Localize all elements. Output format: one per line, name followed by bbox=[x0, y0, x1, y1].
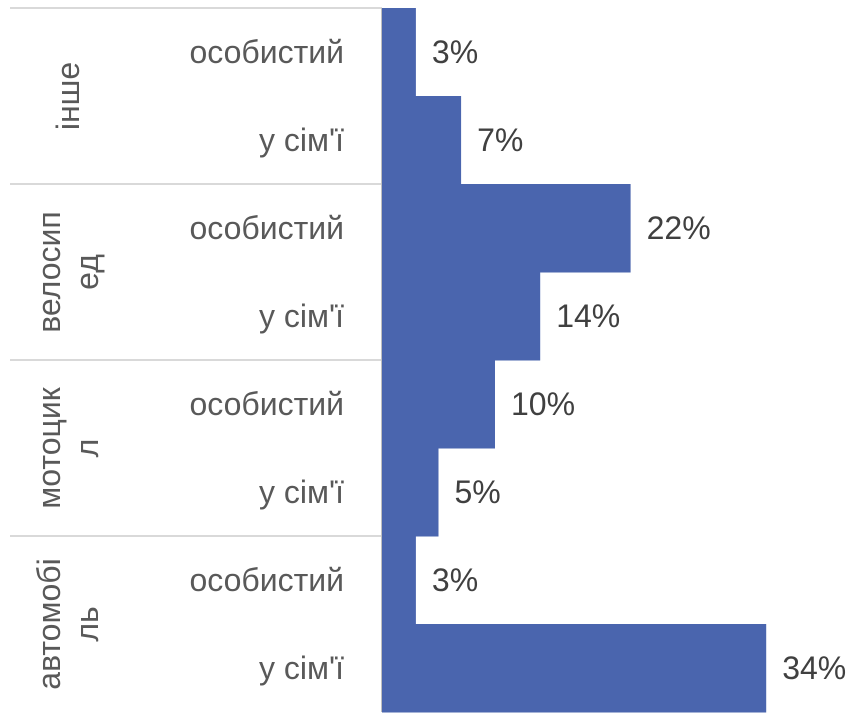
data-label: 34% bbox=[782, 650, 846, 686]
bar bbox=[382, 272, 541, 361]
bar bbox=[382, 448, 439, 537]
subcategory-label: особистий bbox=[189, 34, 344, 70]
data-label: 10% bbox=[511, 386, 575, 422]
bar bbox=[382, 8, 416, 97]
subcategory-label: особистий bbox=[189, 210, 344, 246]
group-label-line: велосип bbox=[31, 211, 67, 332]
group-labels: інше велосипед мотоцикл автомобіль bbox=[31, 62, 105, 690]
group-label-line: ль bbox=[69, 606, 105, 641]
bar bbox=[382, 624, 767, 713]
group-label-line: л bbox=[69, 439, 105, 458]
subcategory-label: у сім'ї bbox=[259, 650, 344, 686]
subcategory-label: у сім'ї bbox=[259, 474, 344, 510]
data-label: 3% bbox=[432, 562, 478, 598]
bar bbox=[382, 536, 416, 625]
group-label: велосипед bbox=[31, 211, 105, 332]
subcategory-label: у сім'ї bbox=[259, 298, 344, 334]
data-label: 14% bbox=[556, 298, 620, 334]
value-labels: 3% 7% 22% 14% 10% 5% 3% 34% bbox=[432, 34, 846, 686]
group-label-line: мотоцик bbox=[31, 386, 67, 508]
group-label: мотоцикл bbox=[31, 386, 105, 508]
group-label-line: інше bbox=[50, 62, 86, 130]
data-label: 3% bbox=[432, 34, 478, 70]
group-label-line: ед bbox=[69, 254, 105, 290]
bar bbox=[382, 96, 462, 185]
bar-series bbox=[382, 8, 767, 713]
group-label: автомобіль bbox=[31, 558, 105, 689]
subcategory-label: особистий bbox=[189, 386, 344, 422]
group-label: інше bbox=[50, 62, 86, 130]
bar bbox=[382, 184, 631, 273]
bar bbox=[382, 360, 495, 449]
subcategory-label: особистий bbox=[189, 562, 344, 598]
subcategory-labels: особистий у сім'ї особистий у сім'ї особисти… bbox=[189, 34, 344, 686]
data-label: 5% bbox=[455, 474, 501, 510]
data-label: 7% bbox=[477, 122, 523, 158]
subcategory-label: у сім'ї bbox=[259, 122, 344, 158]
data-label: 22% bbox=[647, 210, 711, 246]
group-label-line: автомобі bbox=[31, 558, 67, 689]
